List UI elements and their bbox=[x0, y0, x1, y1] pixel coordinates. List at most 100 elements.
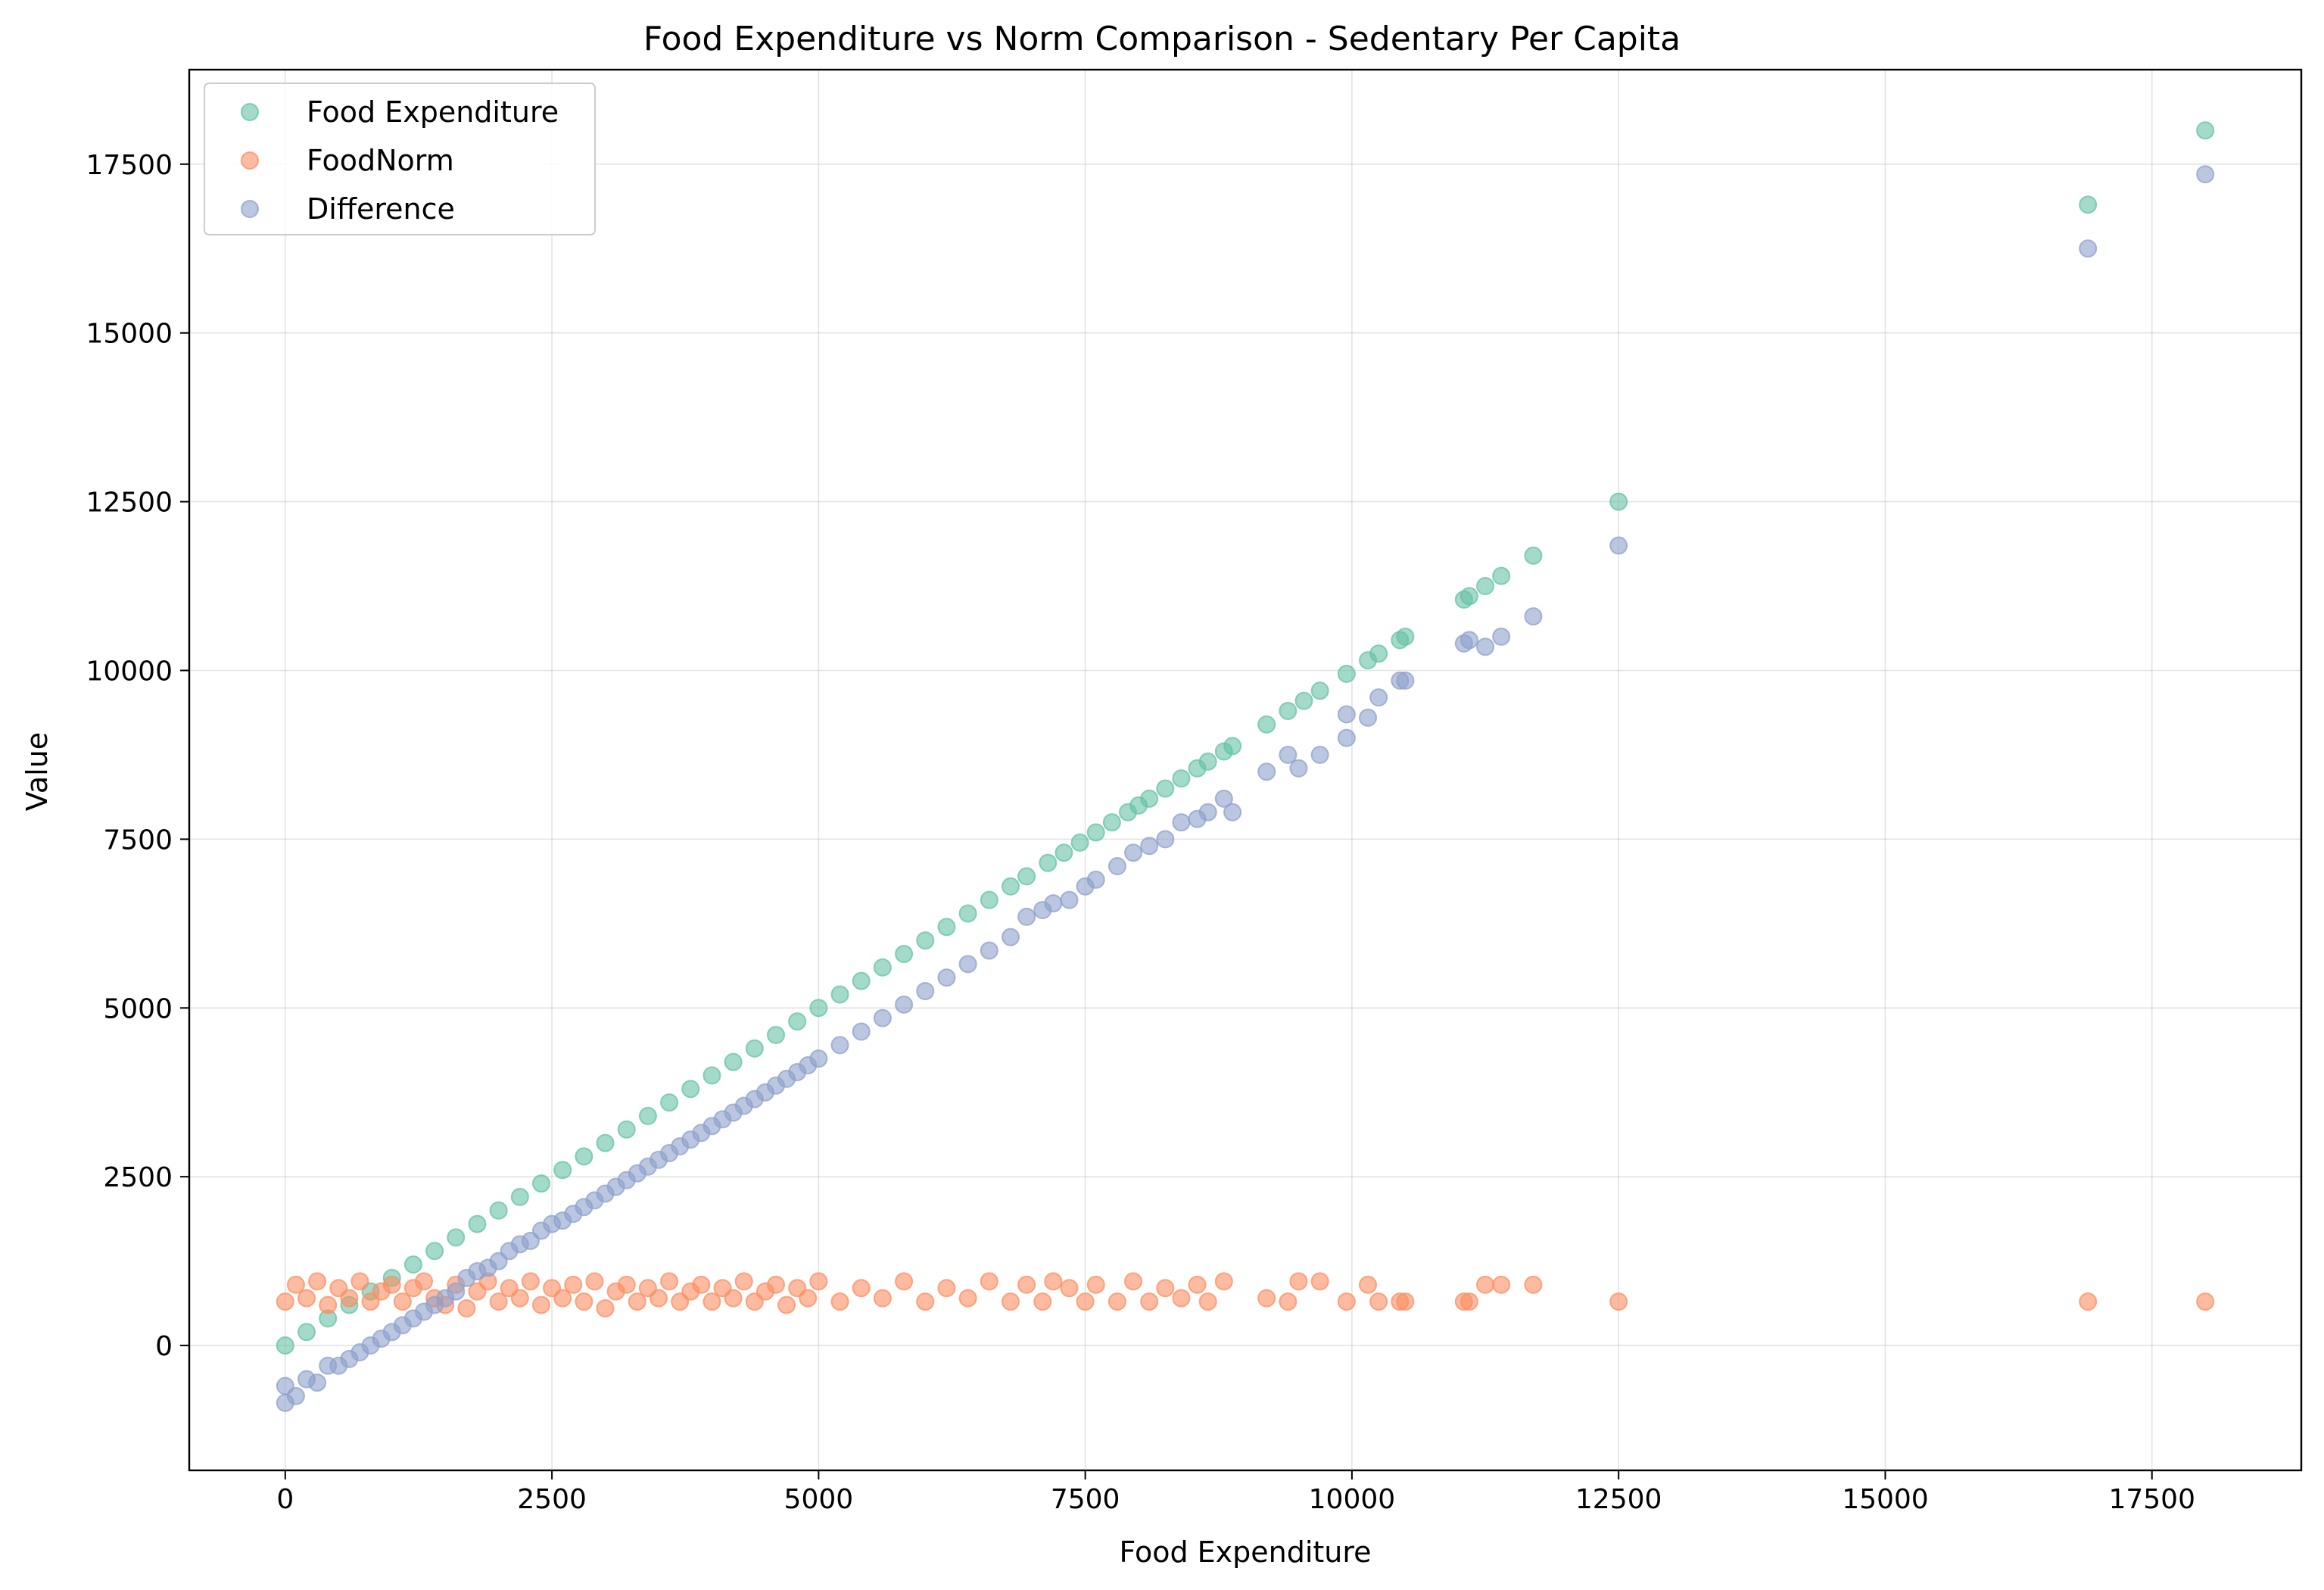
data-point bbox=[286, 1386, 305, 1405]
plot-frame bbox=[188, 68, 2303, 1472]
data-point bbox=[393, 1292, 412, 1311]
data-point bbox=[1337, 728, 1356, 747]
data-point bbox=[830, 1292, 849, 1311]
grid-lines bbox=[189, 70, 2301, 1470]
data-point bbox=[1310, 1272, 1329, 1291]
legend-label: FoodNorm bbox=[307, 144, 454, 177]
data-point bbox=[681, 1080, 700, 1099]
data-point bbox=[425, 1242, 444, 1261]
data-point bbox=[1017, 907, 1036, 926]
data-point bbox=[1017, 867, 1036, 886]
data-point bbox=[1188, 1275, 1207, 1294]
data-point bbox=[1198, 1292, 1217, 1311]
data-point bbox=[489, 1201, 508, 1220]
x-tick-label: 7500 bbox=[1051, 1484, 1120, 1515]
data-point bbox=[1359, 1275, 1378, 1294]
data-point bbox=[298, 1289, 316, 1308]
data-point bbox=[1310, 681, 1329, 700]
x-tick-label: 17500 bbox=[2108, 1484, 2195, 1515]
data-point bbox=[916, 931, 935, 950]
data-point bbox=[958, 955, 977, 974]
data-point bbox=[628, 1292, 646, 1311]
chart-title: Food Expenditure vs Norm Comparison - Se… bbox=[643, 20, 1681, 58]
data-point bbox=[1609, 492, 1628, 511]
data-point bbox=[521, 1272, 540, 1291]
y-tick-label: 7500 bbox=[103, 825, 173, 856]
data-point bbox=[1002, 877, 1020, 896]
x-axis-label: Food Expenditure bbox=[1119, 1535, 1371, 1569]
x-tick-label: 5000 bbox=[784, 1484, 854, 1515]
data-point bbox=[2079, 1292, 2098, 1311]
data-point bbox=[650, 1289, 668, 1308]
data-point bbox=[2196, 1292, 2215, 1311]
data-point bbox=[1609, 536, 1628, 555]
data-point bbox=[1460, 631, 1478, 650]
data-point bbox=[585, 1272, 604, 1291]
data-point bbox=[1337, 705, 1356, 724]
legend: Food Expenditure FoodNorm Difference bbox=[204, 83, 596, 235]
data-point bbox=[1476, 577, 1495, 596]
data-point bbox=[777, 1295, 796, 1314]
data-point bbox=[1198, 752, 1217, 771]
data-point bbox=[809, 1272, 828, 1291]
data-point bbox=[1337, 1292, 1356, 1311]
data-point bbox=[1492, 627, 1511, 646]
data-point bbox=[403, 1255, 422, 1274]
y-tick-label: 2500 bbox=[103, 1162, 173, 1193]
data-point bbox=[1524, 546, 1543, 565]
data-point bbox=[1289, 1272, 1308, 1291]
data-point bbox=[457, 1299, 476, 1318]
data-point bbox=[916, 981, 935, 1000]
data-point bbox=[895, 995, 914, 1014]
data-point bbox=[1033, 1292, 1052, 1311]
data-point bbox=[1369, 1292, 1388, 1311]
data-point bbox=[532, 1174, 550, 1193]
data-point bbox=[1156, 1279, 1175, 1298]
data-point bbox=[1140, 789, 1159, 808]
data-point bbox=[788, 1012, 807, 1031]
x-tick-label: 0 bbox=[276, 1484, 294, 1515]
data-point bbox=[510, 1187, 529, 1206]
data-point bbox=[1396, 671, 1415, 690]
data-point bbox=[895, 944, 914, 963]
data-point bbox=[958, 1289, 977, 1308]
data-point bbox=[2196, 165, 2215, 184]
legend-frame bbox=[204, 83, 596, 235]
data-point bbox=[1055, 843, 1073, 862]
data-points bbox=[276, 121, 2215, 1412]
data-point bbox=[980, 1272, 998, 1291]
data-point bbox=[1086, 1275, 1105, 1294]
data-point bbox=[340, 1289, 359, 1308]
axis-ticks: 0 2500 5000 7500 10000 12500 15000 17500 0 2500 50… bbox=[86, 150, 2195, 1515]
data-point bbox=[724, 1052, 743, 1071]
data-point bbox=[1476, 1275, 1495, 1294]
y-tick-label: 17500 bbox=[86, 150, 173, 181]
data-point bbox=[1102, 813, 1121, 832]
data-point bbox=[873, 1009, 892, 1027]
series-difference bbox=[276, 165, 2215, 1412]
data-point bbox=[1086, 870, 1105, 889]
data-point bbox=[958, 904, 977, 923]
data-point bbox=[1039, 853, 1058, 872]
data-point bbox=[1198, 803, 1217, 822]
data-point bbox=[1140, 1292, 1159, 1311]
data-point bbox=[980, 890, 998, 909]
data-point bbox=[1044, 1272, 1063, 1291]
data-point bbox=[2079, 195, 2098, 214]
x-tick-label: 15000 bbox=[1842, 1484, 1929, 1515]
data-point bbox=[1279, 701, 1298, 720]
data-point bbox=[1396, 627, 1415, 646]
data-point bbox=[1140, 837, 1159, 856]
data-point bbox=[1369, 688, 1388, 707]
data-point bbox=[852, 971, 871, 990]
data-point bbox=[1289, 759, 1308, 778]
data-point bbox=[1076, 1292, 1095, 1311]
data-point bbox=[1476, 638, 1495, 656]
data-point bbox=[1156, 830, 1175, 849]
data-point bbox=[1492, 1275, 1511, 1294]
data-point bbox=[745, 1039, 764, 1058]
data-point bbox=[895, 1272, 914, 1291]
data-point bbox=[415, 1272, 433, 1291]
data-point bbox=[852, 1022, 871, 1041]
